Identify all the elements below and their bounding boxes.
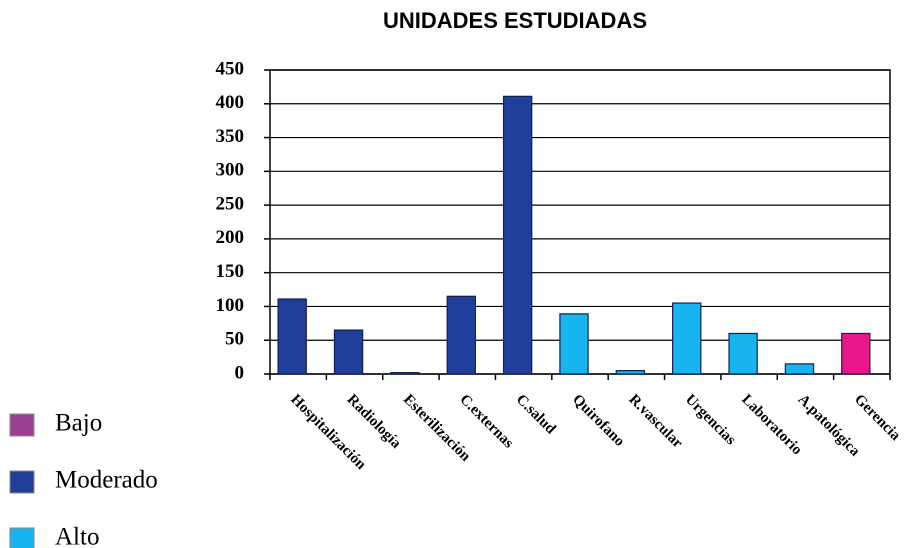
x-tick-label: Gerencia — [851, 392, 904, 445]
bar — [277, 298, 307, 375]
bar — [728, 332, 758, 375]
y-tick-label: 400 — [216, 92, 245, 113]
legend-swatch — [9, 470, 35, 494]
y-tick-label: 50 — [225, 329, 244, 350]
bar — [559, 313, 589, 375]
bar — [841, 332, 871, 375]
y-tick-label: 0 — [235, 362, 245, 383]
y-tick-label: 200 — [216, 227, 245, 248]
bar — [446, 295, 476, 375]
legend-label: Bajo — [55, 410, 102, 437]
y-tick-label: 300 — [216, 160, 245, 181]
y-tick-label: 450 — [216, 58, 245, 79]
x-tick-label: C.externas — [456, 392, 516, 452]
x-tick-label: Quirofano — [569, 392, 627, 450]
y-tick-label: 250 — [216, 193, 245, 214]
y-tick-label: 150 — [216, 261, 245, 282]
bar — [390, 372, 420, 375]
bar — [502, 95, 533, 375]
x-tick-label: R.vascular — [626, 392, 686, 452]
legend-swatch — [9, 527, 35, 548]
bar — [615, 370, 646, 375]
y-tick-label: 350 — [216, 126, 245, 147]
x-tick-label: C.salud — [513, 392, 559, 438]
x-tick-label: Radiología — [344, 392, 405, 453]
bar — [784, 363, 815, 375]
legend-swatch — [9, 413, 35, 437]
legend-label: Alto — [55, 524, 99, 548]
chart-title: UNIDADES ESTUDIADAS — [383, 8, 647, 33]
legend-label: Moderado — [55, 467, 158, 494]
bar — [672, 302, 702, 375]
bar — [333, 329, 364, 375]
y-tick-label: 100 — [216, 295, 245, 316]
x-tick-label: Urgencias — [682, 392, 739, 449]
